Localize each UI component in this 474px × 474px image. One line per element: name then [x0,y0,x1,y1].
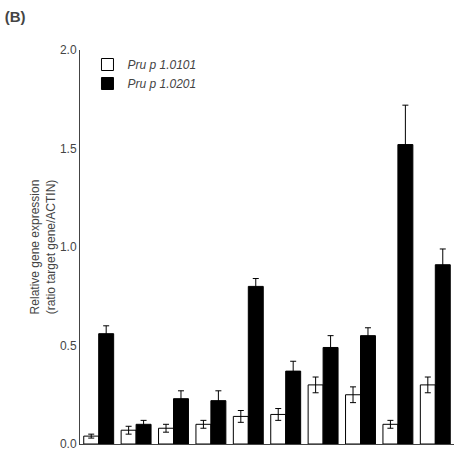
svg-text:0.5: 0.5 [60,339,77,353]
svg-text:Relative gene expression(ratio: Relative gene expression(ratio target ge… [28,180,58,315]
svg-text:Pru p 1.0201: Pru p 1.0201 [127,77,196,91]
svg-text:0.0: 0.0 [60,437,77,451]
svg-text:Pru p 1.0101: Pru p 1.0101 [127,58,196,72]
svg-text:2.0: 2.0 [60,43,77,57]
svg-text:(B): (B) [5,8,26,25]
svg-text:1.5: 1.5 [60,142,77,156]
svg-text:1.0: 1.0 [60,240,77,254]
